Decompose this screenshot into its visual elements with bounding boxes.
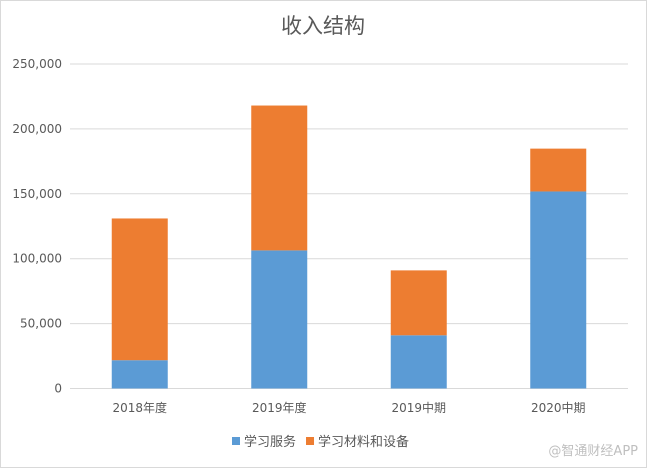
bar-materials [251,105,308,251]
legend-label: 学习材料和设备 [318,434,409,450]
y-tick-label: 150,000 [12,187,62,201]
bar-service [530,191,587,389]
bar-materials [111,218,168,361]
x-tick-label: 2019中期 [391,400,446,415]
x-tick-label: 2019年度 [252,400,307,415]
legend-swatch [306,437,315,445]
x-tick-label: 2020中期 [531,400,586,415]
bar-service [111,360,168,389]
legend-label: 学习服务 [244,434,296,450]
x-tick-label: 2018年度 [112,400,167,415]
y-tick-label: 50,000 [20,317,62,331]
y-tick-label: 250,000 [12,57,62,71]
bar-service [390,335,447,389]
y-tick-label: 0 [54,382,62,396]
legend-swatch [232,437,240,445]
watermark: @智通财经APP [548,444,638,459]
bar-materials [530,148,587,192]
chart-title: 收入结构 [281,14,365,38]
y-tick-label: 200,000 [12,122,62,136]
bar-service [251,250,308,389]
y-tick-label: 100,000 [12,252,62,266]
bar-materials [390,270,447,336]
